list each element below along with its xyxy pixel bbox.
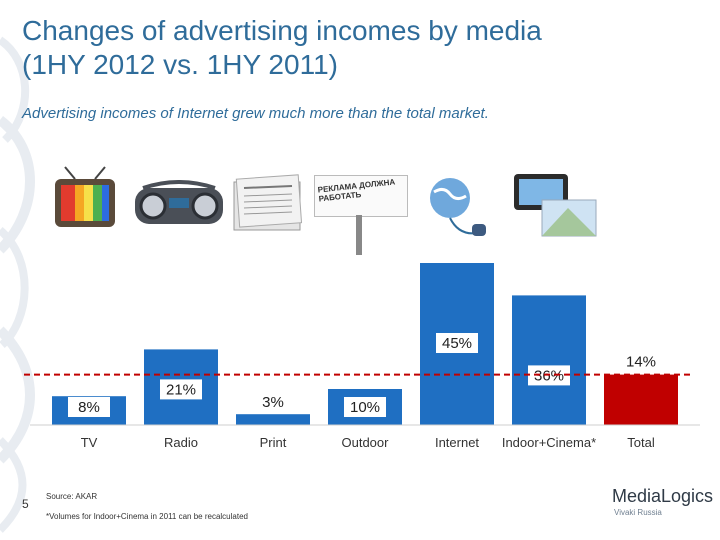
- logo-subtitle: Vivaki Russia: [614, 508, 662, 517]
- value-label-box: [252, 392, 294, 412]
- billboard-icon: РЕКЛАМА ДОЛЖНА РАБОТАТЬ: [314, 175, 408, 255]
- category-label: Outdoor: [342, 435, 390, 450]
- medialogics-logo: MediaLogics: [612, 486, 714, 506]
- radio-icon: [135, 180, 223, 224]
- value-label-box: [160, 379, 202, 400]
- bar-print: [236, 414, 310, 425]
- bar-value-label: 3%: [262, 394, 284, 411]
- subtitle: Advertising incomes of Internet grew muc…: [22, 105, 489, 122]
- bar-value-label: 21%: [166, 381, 196, 398]
- title-line-1: Changes of advertising incomes by media: [22, 15, 542, 46]
- value-label-box: [620, 351, 662, 372]
- category-label: Print: [260, 435, 287, 450]
- decorative-swirl-background: [0, 36, 35, 533]
- title-line-2: (1HY 2012 vs. 1HY 2011): [22, 49, 338, 80]
- value-label-box: [344, 397, 386, 417]
- newspaper-icon: [233, 174, 303, 231]
- cinema-icon: [514, 174, 597, 237]
- source-note: Source: AKAR: [46, 492, 98, 501]
- page-title: Changes of advertising incomes by media …: [22, 14, 672, 82]
- bar-value-label: 10%: [350, 399, 380, 416]
- value-label-box: [68, 397, 110, 417]
- tv-icon: [55, 166, 115, 227]
- page-number: 5: [22, 497, 29, 511]
- category-label: Radio: [164, 435, 198, 450]
- footnote: *Volumes for Indoor+Cinema in 2011 can b…: [46, 512, 248, 521]
- category-label: Indoor+Cinema*: [502, 435, 596, 450]
- category-label: Internet: [435, 435, 479, 450]
- category-label: Total: [627, 435, 655, 450]
- category-label: TV: [81, 435, 98, 450]
- bar-value-label: 14%: [626, 354, 656, 371]
- bar-value-label: 36%: [534, 367, 564, 384]
- internet-icon: [430, 178, 486, 236]
- bar-value-label: 8%: [78, 399, 100, 416]
- bar-value-label: 45%: [442, 335, 472, 352]
- bar-total: [604, 374, 678, 425]
- bar-indoor-cinema: [512, 295, 586, 425]
- value-label-box: [436, 333, 478, 353]
